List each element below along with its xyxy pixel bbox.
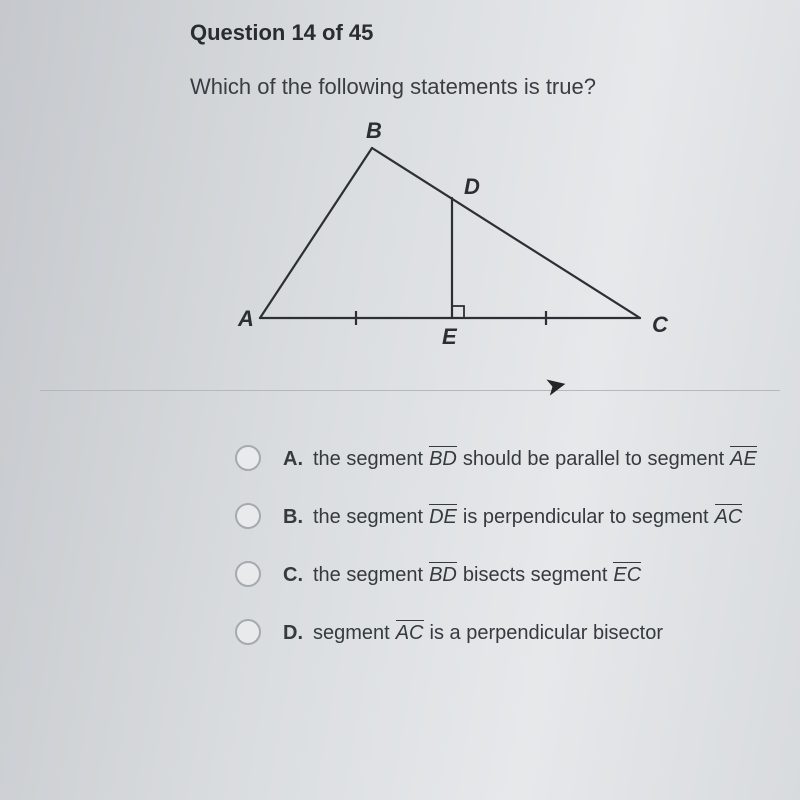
divider-line	[40, 390, 780, 391]
svg-text:A: A	[237, 306, 254, 331]
radio-c[interactable]	[235, 561, 261, 587]
option-text: the segment	[313, 506, 423, 529]
option-text: the segment	[313, 564, 423, 587]
svg-text:B: B	[366, 118, 382, 143]
svg-text:C: C	[652, 312, 669, 337]
option-b-label: B. the segment DE is perpendicular to se…	[283, 504, 742, 529]
segment-ec: EC	[613, 562, 641, 587]
radio-a[interactable]	[235, 445, 261, 471]
segment-ae: AE	[730, 446, 757, 471]
question-prompt: Which of the following statements is tru…	[190, 74, 770, 100]
segment-ac: AC	[396, 620, 424, 645]
option-letter: A.	[283, 448, 303, 471]
option-text: segment	[313, 622, 390, 645]
question-block: Question 14 of 45 Which of the following…	[190, 20, 770, 358]
radio-d[interactable]	[235, 619, 261, 645]
option-c-row[interactable]: C. the segment BD bisects segment EC	[235, 561, 775, 587]
option-text: should be parallel to segment	[463, 448, 724, 471]
option-a-label: A. the segment BD should be parallel to …	[283, 446, 757, 471]
diagram-svg: A B C D E	[220, 118, 700, 358]
option-text: is perpendicular to segment	[463, 506, 709, 529]
option-letter: C.	[283, 564, 303, 587]
option-a-row[interactable]: A. the segment BD should be parallel to …	[235, 445, 775, 471]
option-text: bisects segment	[463, 564, 608, 587]
question-header: Question 14 of 45	[190, 20, 770, 46]
segment-bd: BD	[429, 562, 457, 587]
option-c-label: C. the segment BD bisects segment EC	[283, 562, 641, 587]
svg-text:D: D	[464, 174, 480, 199]
option-b-row[interactable]: B. the segment DE is perpendicular to se…	[235, 503, 775, 529]
triangle-diagram: A B C D E	[220, 118, 700, 358]
option-letter: B.	[283, 506, 303, 529]
option-d-row[interactable]: D. segment AC is a perpendicular bisecto…	[235, 619, 775, 645]
segment-bd: BD	[429, 446, 457, 471]
options-list: A. the segment BD should be parallel to …	[235, 445, 775, 677]
radio-b[interactable]	[235, 503, 261, 529]
svg-text:E: E	[442, 324, 458, 349]
option-text: is a perpendicular bisector	[430, 622, 663, 645]
segment-de: DE	[429, 504, 457, 529]
segment-ac: AC	[715, 504, 743, 529]
option-text: the segment	[313, 448, 423, 471]
option-d-label: D. segment AC is a perpendicular bisecto…	[283, 620, 663, 645]
option-letter: D.	[283, 622, 303, 645]
